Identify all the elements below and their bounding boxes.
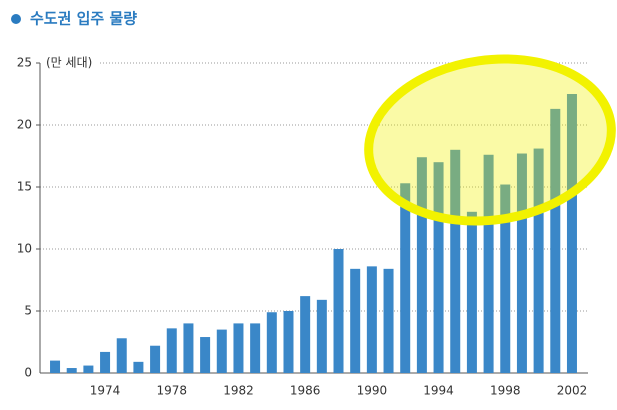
bar (383, 268, 394, 373)
x-tick-label: 1998 (490, 384, 521, 398)
bar (283, 311, 294, 373)
highlight-annotation (364, 54, 616, 226)
bar (250, 323, 261, 373)
bar (400, 183, 411, 373)
bar (150, 345, 161, 373)
bar (50, 360, 61, 373)
bar (333, 249, 344, 373)
bar (133, 361, 144, 373)
bar (450, 149, 461, 373)
bar (183, 323, 194, 373)
x-tick-label: 1982 (223, 384, 254, 398)
bar (316, 299, 327, 373)
bar (433, 162, 444, 373)
y-tick-label: 20 (17, 118, 32, 132)
bar (66, 368, 77, 373)
bar (350, 268, 361, 373)
y-tick-label: 5 (24, 304, 32, 318)
bar (416, 157, 427, 373)
plot: 0 5 10 15 20 25 1974 1978 1982 1986 1990 1994 1998 20… (17, 56, 588, 398)
x-tick-label: 1994 (423, 384, 454, 398)
y-tick-label: 25 (17, 56, 32, 70)
x-tick-label: 1986 (290, 384, 321, 398)
title-bullet (11, 14, 21, 24)
bar (166, 328, 177, 373)
bar (116, 338, 127, 373)
y-tick-label: 10 (17, 242, 32, 256)
bar (266, 312, 277, 373)
y-tick-label: 0 (24, 366, 32, 380)
chart-title: 수도권 입주 물량 (30, 10, 137, 28)
bar (483, 154, 494, 373)
x-tick-label: 1990 (357, 384, 388, 398)
bar (466, 211, 477, 373)
bar (216, 329, 227, 373)
bar (83, 365, 94, 373)
bar (233, 323, 244, 373)
x-tick-label: 1974 (90, 384, 121, 398)
y-axis-label: (만 세대) (46, 56, 92, 70)
bar (100, 351, 111, 373)
bar (550, 108, 561, 373)
bar (516, 153, 527, 373)
bar (533, 148, 544, 373)
bar (300, 296, 311, 373)
bar (500, 184, 511, 373)
bar (566, 94, 577, 373)
x-tick-label: 1978 (156, 384, 187, 398)
y-tick-label: 15 (17, 180, 32, 194)
x-tick-label: 2002 (557, 384, 588, 398)
bar (200, 337, 211, 373)
bar (366, 266, 377, 373)
